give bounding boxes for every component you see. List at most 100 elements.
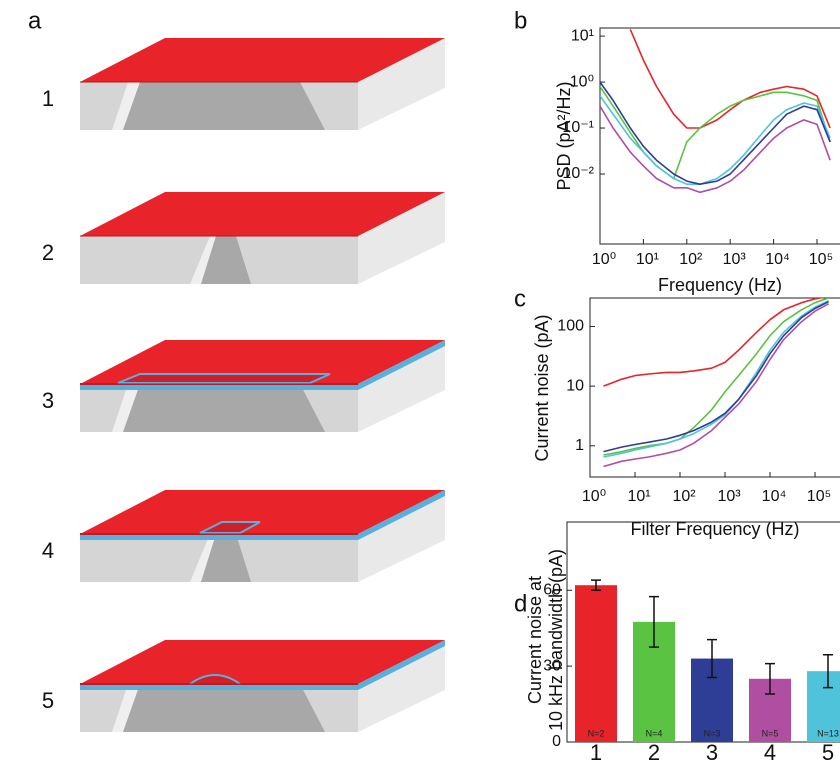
axes-frame: [599, 27, 840, 245]
y-tick-label: 30: [543, 657, 561, 674]
n-label: N=13: [817, 728, 839, 738]
x-tick-label: 10²: [672, 488, 696, 505]
layer: [80, 534, 358, 540]
side-face: [358, 38, 445, 130]
side-face: [358, 490, 445, 582]
y-tick-label: 60: [543, 581, 561, 598]
n-label: N=2: [588, 728, 605, 738]
panel-letter: a: [28, 7, 42, 34]
side-face: [358, 340, 445, 432]
side-face: [358, 192, 445, 284]
top-face: [80, 640, 445, 684]
y-tick-label: 10¹: [571, 27, 594, 44]
x-tick-label: 10⁴: [765, 251, 790, 268]
y-tick-label: 10⁻¹: [562, 119, 594, 136]
series-line: [603, 299, 829, 458]
series-line: [600, 86, 831, 180]
x-tick-label: 10⁴: [762, 488, 787, 505]
series-line: [629, 29, 831, 129]
x-axis-label: Filter Frequency (Hz): [630, 519, 799, 539]
cavity: [201, 236, 251, 284]
cavity-wall: [190, 236, 216, 284]
cavity-wall: [112, 82, 140, 130]
device: 2: [42, 192, 445, 284]
n-label: N=4: [646, 728, 663, 738]
cavity: [123, 384, 325, 432]
x-tick-label: 10¹: [627, 488, 650, 505]
device: 4: [42, 490, 445, 582]
layer-side: [358, 640, 445, 690]
top-face: [80, 192, 445, 236]
y-tick-label: 1: [575, 437, 584, 454]
bar: [807, 671, 840, 742]
x-tick-label: 10³: [717, 488, 741, 505]
dome: [189, 674, 241, 685]
device-diagrams: 1 2 3 4 5: [42, 38, 445, 732]
well: [117, 373, 331, 384]
x-tick-label: 4: [764, 740, 776, 762]
y-tick-label: 100: [557, 318, 584, 335]
plot-area: N=2 N=4 N=3 N=5 N=13: [575, 579, 840, 742]
series-line: [603, 298, 829, 456]
device-label: 2: [42, 240, 54, 265]
layer-side: [358, 490, 445, 540]
y-tick-label: 10⁰: [570, 73, 594, 90]
series-line: [600, 95, 831, 185]
x-tick-label: 10⁰: [582, 488, 606, 505]
x-tick-label: 10³: [723, 251, 747, 268]
x-tick-label: 5: [822, 740, 834, 762]
series-line: [603, 298, 824, 387]
device: 3: [42, 340, 445, 432]
cavity: [201, 534, 251, 582]
device-label: 1: [42, 86, 54, 111]
panel-letter: d: [514, 590, 527, 617]
device: 1: [42, 38, 445, 130]
panel-letter: b: [514, 7, 527, 34]
device-label: 5: [42, 688, 54, 713]
y-axis-label: Current noise (pA): [532, 314, 552, 461]
x-axis-label: Frequency (Hz): [658, 275, 782, 295]
axes-frame: [589, 297, 840, 478]
x-tick-label: 3: [706, 740, 718, 762]
y-tick-label: 10⁻²: [562, 165, 594, 182]
top-face: [80, 490, 445, 534]
cavity-wall: [190, 534, 216, 582]
series-line: [600, 81, 831, 185]
cavity: [123, 82, 325, 130]
device-label: 3: [42, 388, 54, 413]
layer-side: [358, 340, 445, 390]
bar: [575, 585, 617, 742]
n-label: N=3: [704, 728, 721, 738]
plot-area: [600, 29, 831, 194]
n-label: N=5: [762, 728, 779, 738]
top-face: [80, 38, 445, 82]
x-tick-label: 10¹: [636, 251, 659, 268]
y-axis-label: Current noise at: [525, 576, 545, 704]
cavity-wall: [112, 684, 140, 732]
x-tick-label: 10²: [679, 251, 703, 268]
y-axis-label: 10 kHz bandwidth (pA): [546, 549, 566, 731]
layer: [80, 684, 358, 690]
x-tick-label: 10⁰: [592, 251, 616, 268]
device-label: 4: [42, 538, 54, 563]
error-bar: [765, 662, 775, 695]
series-line: [600, 105, 831, 194]
x-tick-label: 2: [648, 740, 660, 762]
error-bar: [649, 595, 659, 648]
y-tick-label: 0: [552, 733, 561, 750]
x-tick-label: 1: [590, 740, 602, 762]
panel-letter: c: [514, 285, 526, 312]
error-bar: [707, 638, 717, 679]
well: [199, 521, 261, 534]
layer: [80, 384, 358, 390]
device: 5: [42, 640, 445, 732]
y-tick-label: 10: [566, 377, 584, 394]
x-tick-label: 10⁵: [809, 251, 833, 268]
error-bar: [823, 654, 833, 689]
plot-area: [603, 298, 829, 468]
side-face: [358, 640, 445, 732]
y-axis-label: PSD (pA²/Hz): [554, 81, 574, 190]
series-line: [603, 300, 829, 453]
error-bar: [591, 579, 601, 592]
